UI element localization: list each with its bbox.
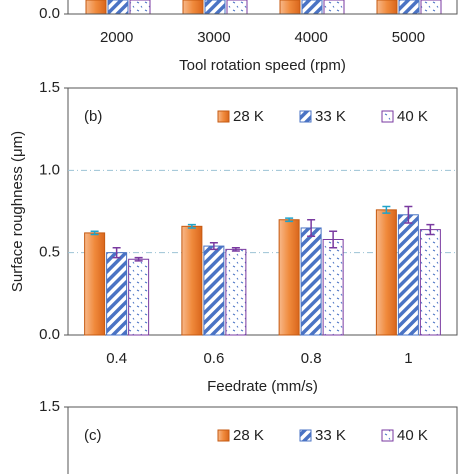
error-bar — [187, 223, 196, 229]
x-tick-label: 2000 — [100, 29, 133, 46]
y-tick-label: 0.0 — [39, 5, 60, 22]
bar — [278, 219, 300, 336]
y-tick-label: 1.5 — [39, 398, 60, 415]
legend-swatch — [217, 110, 230, 123]
legend-swatch — [217, 429, 230, 442]
legend-label: 40 K — [397, 427, 428, 444]
x-tick-label: 0.8 — [301, 350, 322, 367]
x-axis-label: Feedrate (mm/s) — [207, 378, 318, 395]
error-bar — [404, 205, 413, 224]
error-bar — [231, 246, 240, 252]
error-bar — [134, 256, 143, 262]
x-tick-label: 3000 — [197, 29, 230, 46]
bar — [84, 232, 106, 336]
legend-swatch — [299, 110, 312, 123]
y-tick-label: 0.5 — [39, 244, 60, 261]
bar — [419, 229, 441, 336]
legend-label: 33 K — [315, 427, 346, 444]
error-bar — [382, 205, 391, 214]
x-axis-label: Tool rotation speed (rpm) — [179, 57, 346, 74]
y-tick-label: 0.0 — [39, 326, 60, 343]
y-axis-label: Surface roughness (μm) — [9, 131, 26, 292]
error-bar — [112, 246, 121, 259]
bar — [203, 245, 225, 336]
panel-label: (b) — [84, 108, 102, 125]
legend-label: 33 K — [315, 108, 346, 125]
x-tick-label: 0.4 — [106, 350, 127, 367]
x-tick-label: 1 — [404, 350, 412, 367]
x-tick-label: 5000 — [392, 29, 425, 46]
bar — [322, 238, 344, 336]
bar — [375, 209, 397, 336]
error-bar — [209, 242, 218, 251]
y-tick-label: 1.5 — [39, 79, 60, 96]
error-bar — [90, 230, 99, 236]
frames — [67, 0, 458, 474]
legend-label: 40 K — [397, 108, 428, 125]
legend-swatch — [299, 429, 312, 442]
bar — [300, 227, 322, 336]
bar — [128, 258, 150, 336]
y-tick-label: 1.0 — [39, 161, 60, 178]
legend-label: 28 K — [233, 427, 264, 444]
error-bar — [285, 217, 294, 223]
x-tick-label: 0.6 — [203, 350, 224, 367]
legend-label: 28 K — [233, 108, 264, 125]
bar — [181, 225, 203, 336]
legend-swatch — [381, 110, 394, 123]
error-bar — [329, 230, 338, 249]
error-bar — [307, 218, 316, 237]
x-tick-label: 4000 — [294, 29, 327, 46]
legend-swatch — [381, 429, 394, 442]
bar — [106, 252, 128, 336]
error-bar — [426, 223, 435, 236]
bar — [397, 214, 419, 336]
panel-label: (c) — [84, 427, 102, 444]
cropped-bars — [85, 0, 442, 15]
bar — [225, 248, 247, 336]
